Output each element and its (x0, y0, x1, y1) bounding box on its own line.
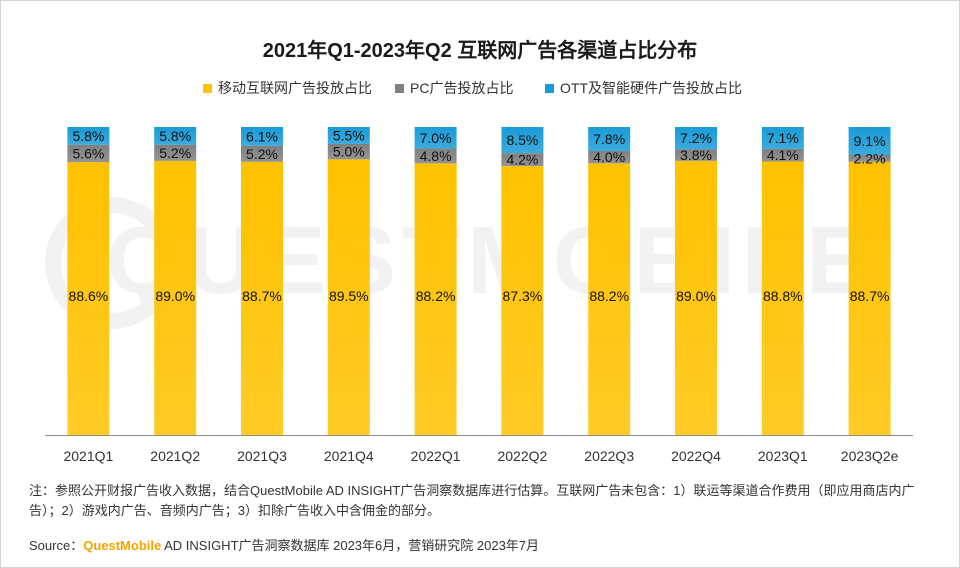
data-label-2-series-1: 5.2% (246, 146, 278, 162)
bar-2-series-0 (241, 161, 283, 435)
chart-title: 2021年Q1-2023年Q2 互联网广告各渠道占比分布 (263, 38, 698, 62)
data-label-3-series-1: 5.0% (333, 144, 365, 160)
bar-9-series-0 (848, 161, 891, 435)
data-label-1-series-1: 5.2% (159, 145, 191, 161)
data-label-8-series-1: 4.1% (767, 147, 799, 163)
bar-3-series-1 (327, 143, 370, 160)
source-prefix: Source： (29, 538, 84, 553)
data-label-5-series-0: 87.3% (503, 288, 543, 304)
data-label-6-series-0: 88.2% (589, 288, 629, 304)
bar-3-series-2 (327, 127, 370, 144)
x-tick-label-4: 2022Q1 (411, 448, 461, 464)
data-label-0-series-1: 5.6% (72, 145, 104, 161)
watermark-text: QUESTMOBILE (106, 207, 876, 314)
data-label-4-series-1: 4.8% (420, 148, 452, 164)
x-tick-label-6: 2022Q3 (584, 448, 634, 464)
data-label-1-series-2: 5.8% (159, 128, 191, 144)
bar-3-series-0 (327, 159, 370, 435)
bar-0-series-2 (67, 127, 110, 145)
legend-label-1: PC广告投放占比 (410, 80, 513, 96)
bar-4-series-0 (414, 163, 457, 435)
bar-7-series-0 (675, 160, 717, 435)
legend-label-2: OTT及智能硬件广告投放占比 (560, 80, 742, 96)
bar-8-series-1 (761, 148, 804, 162)
source-line: Source：QuestMobile AD INSIGHT广告洞察数据库 202… (29, 535, 539, 554)
bar-9-series-2 (848, 127, 891, 156)
x-tick-label-2: 2021Q3 (237, 448, 287, 464)
bar-5-series-0 (501, 166, 544, 435)
bar-4-series-2 (414, 127, 457, 149)
bar-5-series-2 (501, 127, 544, 154)
data-label-9-series-2: 9.1% (854, 133, 886, 149)
legend-swatch-1 (395, 84, 404, 93)
bar-8-series-2 (761, 127, 804, 149)
data-label-4-series-0: 88.2% (416, 288, 456, 304)
data-label-7-series-0: 89.0% (676, 288, 716, 304)
data-label-1-series-0: 89.0% (155, 288, 195, 304)
source-rest: AD INSIGHT广告洞察数据库 2023年6月，营销研究院 2023年7月 (161, 538, 540, 553)
data-label-9-series-1: 2.2% (854, 150, 886, 166)
bar-0-series-1 (67, 144, 110, 163)
legend-swatch-2 (545, 84, 554, 93)
data-label-6-series-1: 4.0% (593, 149, 625, 165)
data-label-4-series-2: 7.0% (420, 130, 452, 146)
bar-6-series-0 (588, 163, 631, 435)
data-label-6-series-2: 7.8% (593, 131, 625, 147)
source-brand: QuestMobile (83, 538, 162, 553)
x-tick-label-7: 2022Q4 (671, 448, 721, 464)
bar-8-series-0 (761, 161, 804, 435)
data-label-8-series-2: 7.1% (767, 130, 799, 146)
data-label-0-series-2: 5.8% (72, 128, 104, 144)
data-label-2-series-2: 6.1% (246, 128, 278, 144)
chart-svg: QUESTMOBILE 2021年Q1-2023年Q2 互联网广告各渠道占比分布移… (45, 38, 913, 464)
legend-label-0: 移动互联网广告投放占比 (218, 80, 372, 96)
x-tick-label-1: 2021Q2 (150, 448, 200, 464)
bar-6-series-1 (588, 151, 631, 164)
data-label-5-series-2: 8.5% (506, 132, 538, 148)
x-tick-label-0: 2021Q1 (63, 448, 113, 464)
data-label-3-series-2: 5.5% (333, 127, 365, 143)
bar-2-series-1 (241, 145, 283, 162)
bar-2-series-2 (241, 127, 283, 146)
bar-7-series-1 (675, 149, 717, 161)
x-tick-label-8: 2023Q1 (758, 448, 808, 464)
data-label-7-series-1: 3.8% (680, 147, 712, 163)
bar-1-series-1 (154, 144, 197, 161)
x-tick-label-9: 2023Q2e (841, 448, 899, 464)
bar-1-series-0 (154, 160, 197, 435)
x-tick-label-3: 2021Q4 (324, 448, 374, 464)
bar-1-series-2 (154, 127, 197, 145)
footnote: 注：参照公开财报广告收入数据，结合QuestMobile AD INSIGHT广… (29, 483, 915, 518)
data-label-2-series-0: 88.7% (242, 288, 282, 304)
data-label-8-series-0: 88.8% (763, 288, 803, 304)
bar-6-series-2 (588, 127, 631, 152)
data-label-9-series-0: 88.7% (850, 288, 890, 304)
data-label-7-series-2: 7.2% (680, 130, 712, 146)
x-tick-label-5: 2022Q2 (497, 448, 547, 464)
data-label-0-series-0: 88.6% (69, 288, 109, 304)
data-label-3-series-0: 89.5% (329, 288, 369, 304)
bar-7-series-2 (675, 127, 717, 150)
legend-swatch-0 (203, 84, 212, 93)
bar-5-series-1 (501, 153, 544, 167)
bar-9-series-1 (848, 155, 891, 162)
bar-0-series-0 (67, 162, 110, 435)
data-label-5-series-1: 4.2% (506, 152, 538, 168)
bar-4-series-1 (414, 148, 457, 164)
